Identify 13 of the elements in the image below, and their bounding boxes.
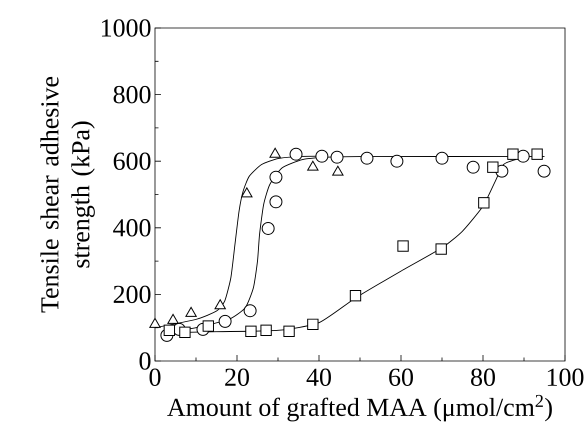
x-axis-title: Amount of grafted MAA (μmol/cm$^{2}$) [167,394,552,422]
y-tick-label: 1000 [102,19,150,37]
y-tick-label: 200 [114,286,150,304]
x-tick-label: 60 [389,368,413,386]
x-tick-label: 80 [471,368,495,386]
x-tick-label: 20 [225,368,249,386]
x-tick-label: 100 [548,368,584,386]
x-tick-label: 40 [306,368,331,386]
y-tick-label: 400 [113,219,150,237]
y-tick-label: 0 [140,352,150,370]
y-tick-label: 800 [114,86,150,104]
y-tick-label: 600 [114,152,150,170]
y-axis-title: Tensile shear adhesive strength (kPa) [40,76,95,313]
